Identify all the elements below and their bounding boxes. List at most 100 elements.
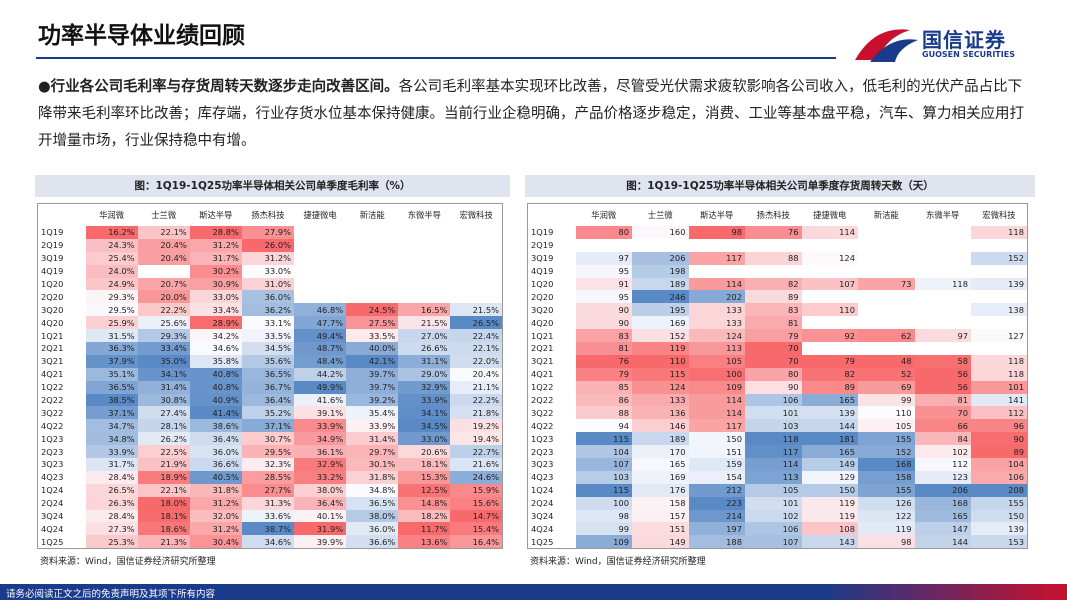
data-cell: 195 bbox=[632, 303, 689, 317]
data-cell: 22.0% bbox=[450, 354, 503, 368]
data-cell: 44.2% bbox=[294, 367, 347, 381]
row-label: 2Q21 bbox=[531, 343, 554, 354]
data-cell: 101 bbox=[745, 496, 802, 510]
data-cell: 37.1% bbox=[85, 406, 138, 420]
data-cell: 33.5% bbox=[241, 329, 294, 343]
summary: ●行业各公司毛利率与存货周转天数逐步走向改善区间。各公司毛利率基本实现环比改善，… bbox=[38, 79, 1024, 149]
data-cell: 27.3% bbox=[85, 522, 138, 536]
data-cell: 26.6% bbox=[398, 342, 451, 355]
data-cell: 70 bbox=[914, 406, 971, 420]
data-cell: 113 bbox=[745, 470, 802, 484]
table-title: 图：1Q19-1Q25功率半导体相关公司单季度毛利率（%） bbox=[35, 175, 510, 197]
data-cell: 76 bbox=[575, 354, 632, 368]
data-cell: 83 bbox=[575, 329, 632, 343]
data-cell: 165 bbox=[801, 445, 858, 459]
data-cell: 27.9% bbox=[241, 226, 294, 239]
data-cell: 114 bbox=[688, 393, 745, 407]
data-cell: 34.2% bbox=[189, 329, 242, 343]
data-cell bbox=[346, 239, 398, 252]
data-row: 2Q19 bbox=[528, 239, 1028, 252]
data-cell: 176 bbox=[632, 483, 689, 497]
row-label: 3Q22 bbox=[41, 407, 64, 418]
data-cell: 115 bbox=[632, 367, 689, 381]
row-label: 4Q20 bbox=[531, 317, 554, 328]
data-cell: 31.9% bbox=[294, 522, 347, 536]
data-row: 4Q23 28.4% 18.9% 40.5% 28.5% 33.2% 31.8% 15.3% 2… bbox=[38, 470, 503, 484]
data-cell: 15.3% bbox=[398, 470, 451, 484]
data-row: 3Q24 28.4% 18.1% 32.0% 33.6% 40.1% 38.0% 18.2% 1… bbox=[38, 509, 503, 523]
row-label: 3Q22 bbox=[531, 407, 554, 418]
data-row: 3Q22 37.1% 27.4% 41.4% 35.2% 39.1% 35.4% 34.1% 2… bbox=[38, 406, 503, 420]
data-cell: 118 bbox=[971, 367, 1028, 381]
data-cell: 181 bbox=[801, 432, 858, 446]
data-cell bbox=[398, 278, 450, 291]
data-cell bbox=[802, 316, 859, 329]
data-row: 2Q23 104 170 151 117 165 152 102 89 bbox=[528, 445, 1028, 459]
data-cell: 47.7% bbox=[294, 316, 347, 330]
data-cell bbox=[915, 226, 972, 239]
data-cell: 25.4% bbox=[85, 251, 138, 265]
data-cell: 102 bbox=[914, 445, 971, 459]
data-cell: 31.2% bbox=[189, 238, 242, 252]
data-cell bbox=[802, 290, 859, 303]
data-row: 1Q22 85 124 109 90 89 69 56 101 bbox=[528, 380, 1028, 394]
data-cell: 49.9% bbox=[294, 380, 347, 394]
data-cell: 21.3% bbox=[137, 535, 190, 549]
data-row: 2Q22 38.5% 30.8% 40.9% 36.4% 41.6% 39.2% 33.9% 2… bbox=[38, 393, 503, 407]
data-cell: 19.4% bbox=[450, 432, 503, 446]
data-cell: 52 bbox=[858, 367, 915, 381]
row-label: 3Q24 bbox=[41, 511, 64, 522]
data-cell: 83 bbox=[745, 303, 802, 317]
row-label: 1Q19 bbox=[531, 227, 554, 238]
data-cell bbox=[294, 265, 346, 278]
footer-accent bbox=[820, 584, 1067, 600]
data-cell: 119 bbox=[801, 509, 858, 523]
data-cell: 28.8% bbox=[189, 226, 242, 239]
data-cell: 79 bbox=[801, 354, 858, 368]
data-cell: 86 bbox=[575, 393, 632, 407]
data-cell: 81 bbox=[914, 393, 971, 407]
data-cell: 18.6% bbox=[137, 522, 190, 536]
data-cell: 133 bbox=[688, 316, 745, 330]
data-cell: 18.2% bbox=[398, 509, 451, 523]
column-header: 宏微科技 bbox=[982, 210, 1016, 220]
data-row: 1Q24 115 176 212 105 150 155 206 208 bbox=[528, 483, 1028, 497]
data-cell: 36.2% bbox=[241, 303, 294, 317]
data-cell: 40.8% bbox=[189, 380, 242, 394]
data-cell: 169 bbox=[632, 316, 689, 330]
data-cell: 48.7% bbox=[294, 342, 347, 355]
data-cell: 31.7% bbox=[85, 458, 138, 471]
row-label: 2Q19 bbox=[531, 240, 554, 251]
data-cell: 66 bbox=[914, 419, 971, 433]
data-cell: 119 bbox=[632, 342, 689, 355]
data-cell: 118 bbox=[971, 226, 1028, 239]
row-label: 4Q22 bbox=[41, 420, 64, 431]
data-cell: 34.5% bbox=[398, 419, 451, 433]
data-cell: 102 bbox=[745, 509, 802, 523]
table-title: 图：1Q19-1Q25功率半导体相关公司单季度存货周转天数（天） bbox=[525, 175, 1035, 197]
data-cell bbox=[689, 265, 746, 278]
row-label: 1Q25 bbox=[41, 536, 64, 547]
data-cell: 122 bbox=[858, 509, 915, 523]
data-cell bbox=[294, 252, 346, 265]
data-cell: 143 bbox=[801, 535, 858, 549]
data-cell: 98 bbox=[858, 535, 915, 549]
data-cell: 22.4% bbox=[450, 329, 503, 343]
disclaimer: 请务必阅读正文之后的免责声明及其项下所有内容 bbox=[6, 589, 216, 600]
data-cell: 26.3% bbox=[85, 496, 138, 510]
data-cell: 40.8% bbox=[189, 367, 242, 381]
data-cell: 16.2% bbox=[85, 226, 138, 239]
data-cell: 189 bbox=[632, 277, 689, 291]
data-cell: 29.7% bbox=[346, 445, 399, 459]
data-cell: 33.2% bbox=[294, 470, 347, 484]
data-cell: 36.0% bbox=[346, 522, 399, 536]
data-row: 1Q23 115 189 150 118 181 155 84 90 bbox=[528, 432, 1028, 446]
header-row: 华润微 士兰微 斯达半导 扬杰科技 捷捷微电 新洁能 东微半导 宏微科技 bbox=[528, 204, 1028, 227]
data-cell: 38.0% bbox=[294, 483, 347, 497]
data-cell bbox=[971, 342, 1028, 355]
row-label: 3Q21 bbox=[531, 356, 554, 367]
data-cell bbox=[971, 316, 1028, 329]
data-cell bbox=[858, 342, 915, 355]
data-cell: 28.4% bbox=[85, 509, 138, 523]
data-cell: 31.1% bbox=[398, 354, 451, 368]
